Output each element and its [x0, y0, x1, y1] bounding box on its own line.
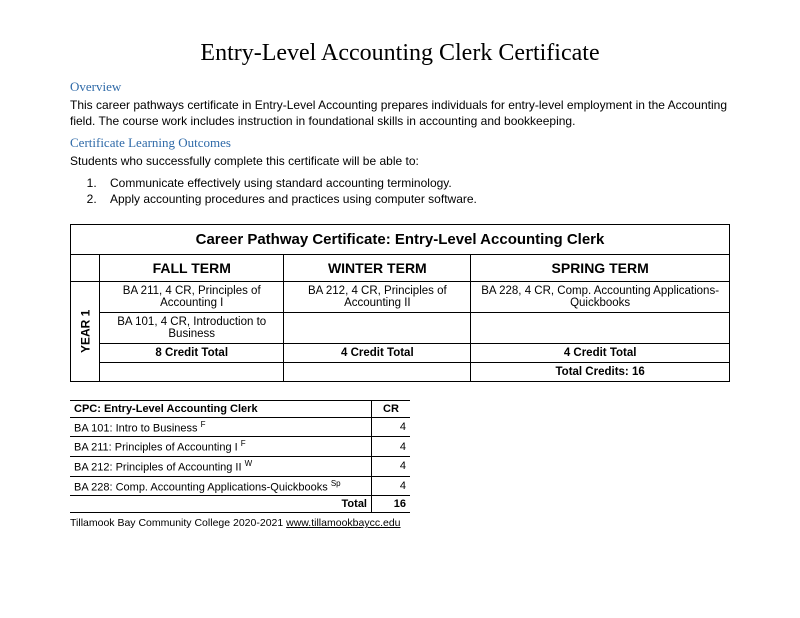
- term-head-winter: WINTER TERM: [284, 254, 471, 281]
- overview-heading: Overview: [70, 79, 730, 95]
- outcomes-list: Communicate effectively using standard a…: [70, 176, 730, 206]
- summary-course: BA 228: Comp. Accounting Applications-Qu…: [70, 476, 372, 496]
- cr-label: CR: [372, 400, 411, 417]
- overview-text: This career pathways certificate in Entr…: [70, 97, 730, 129]
- credit-total: 4 Credit Total: [471, 343, 730, 362]
- summary-cr: 4: [372, 476, 411, 496]
- summary-header: CPC: Entry-Level Accounting Clerk: [70, 400, 372, 417]
- summary-total-label: Total: [70, 496, 372, 513]
- summary-table: CPC: Entry-Level Accounting Clerk CR BA …: [70, 400, 410, 514]
- course-cell: BA 211, 4 CR, Principles of Accounting I: [100, 281, 284, 312]
- grand-total: Total Credits: 16: [471, 362, 730, 381]
- summary-total-value: 16: [372, 496, 411, 513]
- pathway-blank-head: [71, 254, 100, 281]
- course-cell: BA 101, 4 CR, Introduction to Business: [100, 312, 284, 343]
- pathway-table: Career Pathway Certificate: Entry-Level …: [70, 224, 730, 382]
- credit-total: 4 Credit Total: [284, 343, 471, 362]
- outcome-item: Apply accounting procedures and practice…: [100, 192, 730, 206]
- summary-cr: 4: [372, 437, 411, 457]
- footer-text: Tillamook Bay Community College 2020-202…: [70, 517, 286, 529]
- pathway-title: Career Pathway Certificate: Entry-Level …: [71, 224, 730, 254]
- outcome-item: Communicate effectively using standard a…: [100, 176, 730, 190]
- summary-course: BA 212: Principles of Accounting II W: [70, 456, 372, 476]
- summary-cr: 4: [372, 456, 411, 476]
- course-cell: BA 212, 4 CR, Principles of Accounting I…: [284, 281, 471, 312]
- summary-cr: 4: [372, 417, 411, 437]
- course-cell: BA 228, 4 CR, Comp. Accounting Applicati…: [471, 281, 730, 312]
- summary-course: BA 101: Intro to Business F: [70, 417, 372, 437]
- blank-cell: [100, 362, 284, 381]
- outcomes-heading: Certificate Learning Outcomes: [70, 135, 730, 151]
- term-head-fall: FALL TERM: [100, 254, 284, 281]
- blank-cell: [284, 362, 471, 381]
- term-head-spring: SPRING TERM: [471, 254, 730, 281]
- summary-course: BA 211: Principles of Accounting I F: [70, 437, 372, 457]
- page-title: Entry-Level Accounting Clerk Certificate: [70, 40, 730, 67]
- outcomes-intro: Students who successfully complete this …: [70, 153, 730, 169]
- footer-link[interactable]: www.tillamookbaycc.edu: [286, 517, 400, 529]
- course-cell: [471, 312, 730, 343]
- course-cell: [284, 312, 471, 343]
- year-label: YEAR 1: [71, 281, 100, 381]
- footer: Tillamook Bay Community College 2020-202…: [70, 517, 730, 529]
- credit-total: 8 Credit Total: [100, 343, 284, 362]
